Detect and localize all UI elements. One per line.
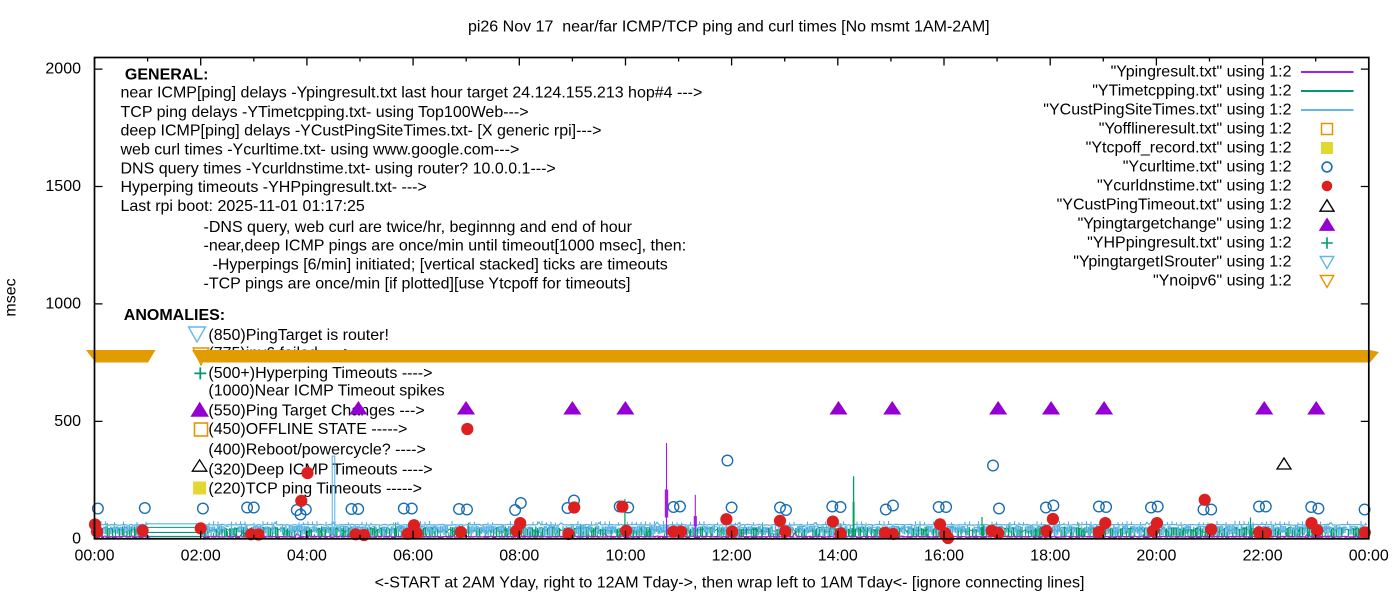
svg-text:DNS query times -Ycurldnstime.: DNS query times -Ycurldnstime.txt- using… xyxy=(121,161,556,178)
svg-text:00:00: 00:00 xyxy=(1349,548,1389,565)
svg-text:(400)Reboot/powercycle? ---->: (400)Reboot/powercycle? ----> xyxy=(208,442,425,459)
svg-text:"YHPpingresult.txt" using 1:2: "YHPpingresult.txt" using 1:2 xyxy=(1087,235,1291,252)
svg-text:(500+)Hyperping Timeouts ---->: (500+)Hyperping Timeouts ----> xyxy=(208,365,432,382)
svg-text:10:00: 10:00 xyxy=(605,548,645,565)
svg-text:TCP ping delays -YTimetcpping.: TCP ping delays -YTimetcpping.txt- using… xyxy=(121,104,529,121)
svg-text:02:00: 02:00 xyxy=(181,548,221,565)
svg-text:GENERAL:: GENERAL: xyxy=(125,67,209,84)
svg-text:(1000)Near ICMP Timeout spikes: (1000)Near ICMP Timeout spikes xyxy=(208,383,444,400)
svg-text:web curl times -Ycurltime.txt-: web curl times -Ycurltime.txt- using www… xyxy=(120,142,520,159)
svg-text:<-START at 2AM Yday, right to: <-START at 2AM Yday, right to 12AM Tday-… xyxy=(375,575,1085,592)
svg-text:pi26 Nov 17 near/far ICMP/TCP: pi26 Nov 17 near/far ICMP/TCP ping and c… xyxy=(468,19,990,36)
svg-text:2000: 2000 xyxy=(45,61,81,78)
svg-text:"YCustPingSiteTimes.txt" using: "YCustPingSiteTimes.txt" using 1:2 xyxy=(1043,102,1291,119)
svg-text:Hyperping timeouts -YHPpingres: Hyperping timeouts -YHPpingresult.txt- -… xyxy=(121,179,427,196)
svg-text:"Ytcpoff_record.txt" using 1:2: "Ytcpoff_record.txt" using 1:2 xyxy=(1086,140,1292,157)
svg-text:Last rpi boot: 2025-11-01 01:1: Last rpi boot: 2025-11-01 01:17:25 xyxy=(121,198,365,215)
svg-text:-TCP pings are once/min [if pl: -TCP pings are once/min [if plotted][use… xyxy=(204,276,631,293)
svg-text:00:00: 00:00 xyxy=(74,548,114,565)
svg-text:"Ynoipv6" using 1:2: "Ynoipv6" using 1:2 xyxy=(1153,273,1292,290)
svg-text:ANOMALIES:: ANOMALIES: xyxy=(124,307,225,324)
svg-text:-near,deep ICMP pings are once: -near,deep ICMP pings are once/min until… xyxy=(204,238,687,255)
svg-text:(550)Ping Target Changes --->: (550)Ping Target Changes ---> xyxy=(208,403,424,420)
svg-text:1000: 1000 xyxy=(45,295,81,312)
svg-text:"Ycurltime.txt" using 1:2: "Ycurltime.txt" using 1:2 xyxy=(1123,159,1292,176)
svg-text:06:00: 06:00 xyxy=(393,548,433,565)
svg-text:-Hyperpings [6/min] initiated;: -Hyperpings [6/min] initiated; [vertical… xyxy=(213,257,668,274)
svg-text:20:00: 20:00 xyxy=(1136,548,1176,565)
svg-text:"Ycurldnstime.txt" using 1:2: "Ycurldnstime.txt" using 1:2 xyxy=(1097,178,1292,195)
svg-text:"YpingtargetISrouter" using 1:: "YpingtargetISrouter" using 1:2 xyxy=(1073,254,1291,271)
svg-text:08:00: 08:00 xyxy=(499,548,539,565)
svg-text:22:00: 22:00 xyxy=(1243,548,1283,565)
svg-text:deep ICMP[ping] delays -YCustP: deep ICMP[ping] delays -YCustPingSiteTim… xyxy=(121,123,602,140)
svg-text:(850)PingTarget is router!: (850)PingTarget is router! xyxy=(208,327,389,344)
svg-text:(320)Deep ICMP Timeouts ---->: (320)Deep ICMP Timeouts ----> xyxy=(208,462,432,479)
svg-text:14:00: 14:00 xyxy=(818,548,858,565)
svg-text:18:00: 18:00 xyxy=(1030,548,1070,565)
svg-text:16:00: 16:00 xyxy=(924,548,964,565)
svg-text:0: 0 xyxy=(72,530,81,547)
svg-text:"YTimetcpping.txt" using 1:2: "YTimetcpping.txt" using 1:2 xyxy=(1092,83,1291,100)
svg-text:12:00: 12:00 xyxy=(712,548,752,565)
svg-text:"Yofflineresult.txt" using 1:2: "Yofflineresult.txt" using 1:2 xyxy=(1099,121,1292,138)
svg-text:04:00: 04:00 xyxy=(287,548,327,565)
svg-text:-DNS query, web curl are twice: -DNS query, web curl are twice/hr, begin… xyxy=(204,219,633,236)
svg-text:1500: 1500 xyxy=(45,178,81,195)
svg-text:near ICMP[ping] delays -Ypingr: near ICMP[ping] delays -Ypingresult.txt … xyxy=(121,85,703,102)
svg-text:(220)TCP ping Timeouts ----->: (220)TCP ping Timeouts -----> xyxy=(208,481,422,498)
svg-text:"YCustPingTimeout.txt" using 1: "YCustPingTimeout.txt" using 1:2 xyxy=(1057,197,1292,214)
svg-text:msec: msec xyxy=(3,278,20,316)
svg-text:(450)OFFLINE STATE ----->: (450)OFFLINE STATE -----> xyxy=(208,421,407,438)
svg-text:"Ypingresult.txt" using 1:2: "Ypingresult.txt" using 1:2 xyxy=(1111,64,1292,81)
svg-text:"Ypingtargetchange" using 1:2: "Ypingtargetchange" using 1:2 xyxy=(1078,216,1292,233)
svg-text:500: 500 xyxy=(54,413,81,430)
